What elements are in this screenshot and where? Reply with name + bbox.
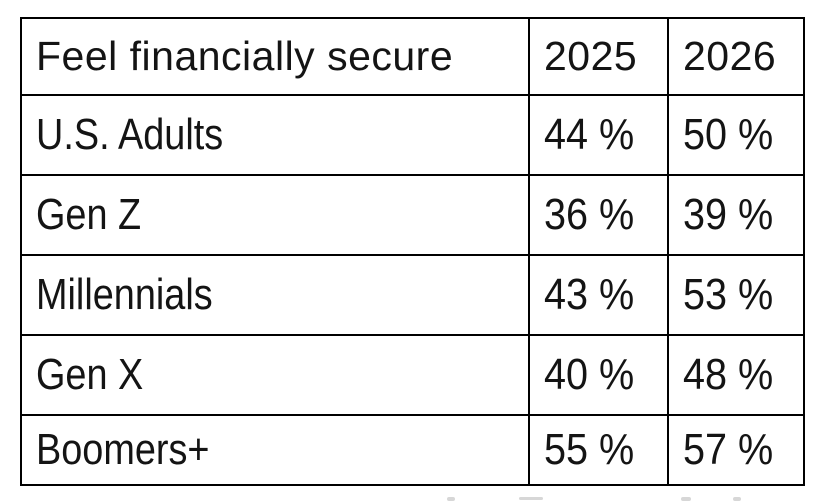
table-title: Feel financially secure (20, 17, 530, 96)
value-2026-text: 48 % (683, 350, 774, 399)
value-2025: 43 % (528, 254, 669, 336)
row-label: Millennials (20, 254, 530, 336)
value-2026: 50 % (667, 94, 805, 176)
value-2025: 40 % (528, 334, 669, 416)
value-2025-text: 43 % (544, 270, 635, 319)
table-header-row: Feel financially secure 2025 2026 (20, 17, 805, 96)
row-label-text: Boomers+ (36, 425, 210, 474)
table-row: Millennials 43 % 53 % (20, 254, 805, 336)
value-2025-text: 36 % (544, 190, 635, 239)
row-label: Gen Z (20, 174, 530, 256)
table-row: Boomers+ 55 % 57 % (20, 414, 805, 486)
table-row: Gen Z 36 % 39 % (20, 174, 805, 256)
column-header-2026: 2026 (667, 17, 805, 96)
row-label-text: U.S. Adults (36, 110, 224, 159)
value-2025: 55 % (528, 414, 669, 486)
value-2025: 36 % (528, 174, 669, 256)
financial-security-table: Feel financially secure 2025 2026 U.S. A… (20, 17, 805, 486)
cropped-caption-artifact (681, 497, 691, 501)
value-2026: 57 % (667, 414, 805, 486)
row-label-text: Gen Z (36, 190, 142, 239)
table-row: Gen X 40 % 48 % (20, 334, 805, 416)
value-2025-text: 44 % (544, 110, 635, 159)
value-2025-text: 40 % (544, 350, 635, 399)
value-2025: 44 % (528, 94, 669, 176)
table-row: U.S. Adults 44 % 50 % (20, 94, 805, 176)
value-2026: 53 % (667, 254, 805, 336)
row-label-text: Gen X (36, 350, 144, 399)
value-2026-text: 39 % (683, 190, 774, 239)
value-2026: 48 % (667, 334, 805, 416)
cropped-caption-artifact (447, 497, 455, 501)
value-2026: 39 % (667, 174, 805, 256)
cropped-caption-artifact (733, 497, 741, 501)
row-label: U.S. Adults (20, 94, 530, 176)
row-label: Gen X (20, 334, 530, 416)
column-header-2025: 2025 (528, 17, 669, 96)
value-2025-text: 55 % (544, 425, 635, 474)
row-label: Boomers+ (20, 414, 530, 486)
value-2026-text: 53 % (683, 270, 774, 319)
row-label-text: Millennials (36, 270, 213, 319)
value-2026-text: 57 % (683, 425, 774, 474)
cropped-caption-artifact (519, 497, 543, 500)
value-2026-text: 50 % (683, 110, 774, 159)
